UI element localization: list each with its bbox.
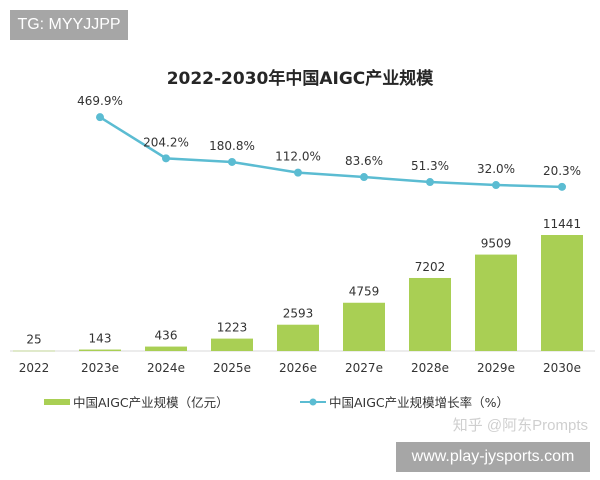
bar [277,324,319,351]
growth-value-label: 180.8% [209,139,255,153]
x-tick-label: 2022 [19,361,50,375]
growth-value-label: 83.6% [345,154,383,168]
growth-point [96,113,104,122]
x-tick-label: 2024e [147,361,185,375]
bar-value-label: 7202 [415,260,446,274]
legend-line-label: 中国AIGC产业规模增长率（%） [329,395,509,410]
bar-value-label: 436 [155,329,178,343]
growth-point [162,154,170,163]
bar-value-label: 25 [26,333,41,347]
growth-point [294,168,302,177]
x-tick-label: 2027e [345,361,383,375]
growth-value-label: 112.0% [275,150,321,164]
bar-value-label: 2593 [283,307,314,321]
x-tick-label: 2025e [213,361,251,375]
x-tick-label: 2029e [477,361,515,375]
legend-bar-swatch [44,399,70,405]
bar [541,235,583,351]
growth-value-label: 469.9% [77,94,123,108]
legend-bar-label: 中国AIGC产业规模（亿元） [73,395,229,410]
bar [211,338,253,351]
x-tick-label: 2030e [543,361,581,375]
bar [475,254,517,351]
growth-line [99,116,563,189]
growth-value-label: 20.3% [543,164,581,178]
x-tick-label: 2023e [81,361,119,375]
bar-value-label: 4759 [349,285,380,299]
site-tag: www.play-jysports.com [396,442,590,472]
growth-point [558,182,566,191]
growth-point [360,173,368,182]
bar-value-label: 11441 [543,217,581,231]
chart-title: 2022-2030年中国AIGC产业规模 [167,68,435,89]
legend-line-marker [309,398,317,406]
bar [409,277,451,351]
growth-point [228,157,236,166]
bar-value-label: 1223 [217,321,248,335]
tg-tag: TG: MYYJJPP [10,10,128,40]
watermark: 知乎 @阿东Prompts [452,417,588,434]
growth-value-label: 204.2% [143,135,189,149]
bar [13,350,55,352]
growth-point [426,178,434,187]
bar [343,302,385,351]
bar-value-label: 143 [89,332,112,346]
bar-value-label: 9509 [481,237,512,251]
bar [145,346,187,351]
x-tick-label: 2028e [411,361,449,375]
growth-value-label: 51.3% [411,159,449,173]
growth-point [492,181,500,190]
x-tick-label: 2026e [279,361,317,375]
growth-value-label: 32.0% [477,162,515,176]
bar [79,349,121,351]
